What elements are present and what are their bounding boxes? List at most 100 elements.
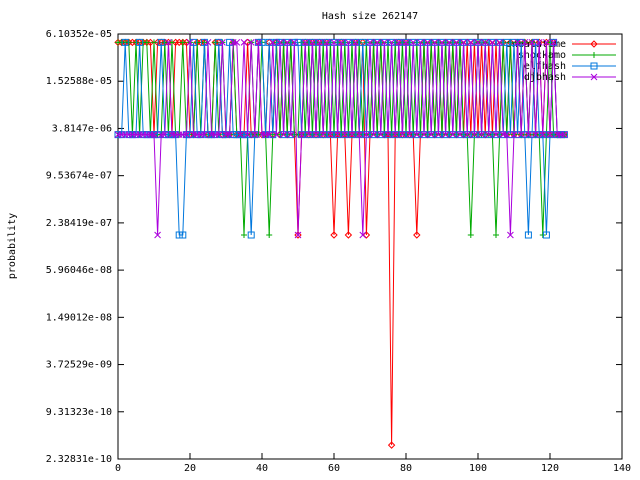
data-point (146, 38, 155, 47)
data-point (417, 131, 424, 138)
y-tick-label: 1.49012e-08 (46, 312, 112, 323)
data-point (428, 39, 435, 46)
data-point (435, 131, 442, 138)
data-point (291, 39, 298, 46)
data-point (201, 131, 208, 138)
data-point (287, 39, 294, 46)
data-point (370, 131, 377, 138)
data-point (298, 131, 305, 138)
data-point (302, 131, 309, 138)
data-point (427, 131, 435, 138)
data-point (521, 39, 529, 46)
data-point (305, 39, 312, 46)
chart-title: Hash size 262147 (322, 11, 418, 22)
data-point (323, 39, 331, 46)
data-point (280, 131, 287, 138)
data-point (255, 39, 262, 46)
data-point (316, 39, 323, 46)
data-point (542, 231, 550, 239)
data-point (384, 131, 392, 138)
data-point (406, 39, 413, 46)
data-point (413, 231, 421, 239)
data-point (352, 39, 359, 46)
data-point (251, 131, 259, 138)
data-point (363, 39, 370, 46)
x-tick-label: 80 (400, 463, 412, 474)
data-point (417, 39, 424, 46)
data-point (478, 131, 485, 138)
data-point (316, 131, 323, 138)
data-point (431, 39, 439, 46)
data-point (421, 39, 427, 46)
data-point (212, 39, 219, 46)
data-point (157, 38, 165, 46)
data-point (284, 131, 291, 138)
data-point (287, 131, 295, 138)
data-point (496, 39, 503, 46)
data-point (136, 38, 144, 46)
plot-frame (117, 33, 623, 460)
data-point (345, 131, 352, 138)
y-tick-label: 3.8147e-06 (52, 123, 112, 134)
data-point (402, 39, 410, 46)
data-point (143, 39, 150, 46)
data-point (492, 131, 500, 138)
data-point (327, 131, 334, 138)
data-point (215, 131, 223, 138)
data-point (247, 231, 255, 239)
data-point (348, 131, 356, 138)
data-point (445, 39, 453, 46)
data-point (561, 131, 568, 138)
x-tick-label: 60 (328, 463, 340, 474)
data-point (359, 231, 367, 239)
data-point (233, 39, 241, 46)
x-tick-label: 20 (184, 463, 196, 474)
data-point (241, 232, 247, 239)
legend-marker (590, 40, 598, 48)
data-point (510, 131, 518, 138)
data-point (320, 39, 327, 46)
data-point (403, 131, 409, 138)
data-point (244, 131, 251, 138)
data-point (280, 39, 287, 46)
data-point (524, 231, 532, 239)
data-point (240, 39, 248, 46)
data-point (453, 131, 460, 138)
data-point (525, 131, 532, 138)
data-point (352, 131, 359, 138)
data-point (121, 38, 129, 46)
data-point (276, 39, 284, 46)
data-point (255, 131, 262, 138)
x-tick-label: 140 (613, 463, 631, 474)
y-tick-label: 2.32831e-10 (46, 454, 112, 465)
data-point (169, 39, 175, 46)
data-point (349, 39, 355, 46)
data-point (305, 131, 313, 138)
y-axis-label: probability (7, 213, 18, 279)
data-point (409, 39, 417, 46)
data-point (359, 131, 366, 138)
legend-label: djbhash (524, 72, 566, 83)
y-tick-label: 3.72529e-09 (46, 360, 112, 371)
data-point (474, 39, 482, 46)
data-point (507, 39, 514, 46)
data-point (410, 131, 417, 138)
data-point (283, 39, 291, 46)
data-point (345, 39, 352, 46)
data-point (395, 39, 403, 46)
x-tick-label: 100 (469, 463, 487, 474)
data-point (449, 131, 457, 138)
data-point (500, 39, 507, 46)
data-point (367, 131, 373, 138)
data-point (467, 232, 474, 239)
data-point (313, 39, 319, 46)
data-point (226, 131, 233, 138)
data-point (341, 39, 348, 46)
data-point (237, 131, 244, 138)
data-point (247, 39, 255, 46)
data-point (439, 131, 445, 138)
data-point (179, 39, 186, 46)
data-point (161, 39, 168, 46)
data-point (151, 39, 157, 46)
